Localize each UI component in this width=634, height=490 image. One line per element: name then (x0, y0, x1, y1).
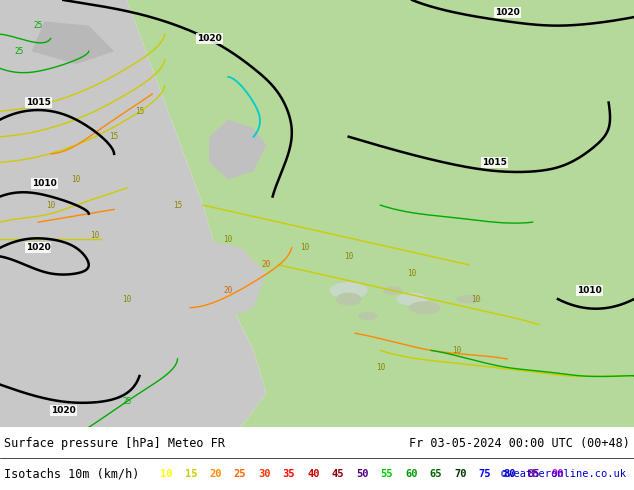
Text: ©weatheronline.co.uk: ©weatheronline.co.uk (501, 469, 626, 479)
Text: 10: 10 (300, 244, 309, 252)
Text: 15: 15 (184, 469, 197, 479)
Text: 10: 10 (46, 200, 55, 210)
Text: 1020: 1020 (25, 244, 51, 252)
Text: 10: 10 (408, 269, 417, 278)
Ellipse shape (384, 286, 403, 295)
Ellipse shape (409, 301, 441, 314)
Text: 20: 20 (262, 260, 271, 270)
Text: 55: 55 (380, 469, 393, 479)
Text: Isotachs 10m (km/h): Isotachs 10m (km/h) (4, 467, 139, 481)
Text: 1010: 1010 (577, 286, 602, 295)
Text: 10: 10 (344, 252, 353, 261)
Text: 80: 80 (503, 469, 515, 479)
Text: 20: 20 (224, 286, 233, 295)
Polygon shape (32, 22, 114, 64)
Ellipse shape (330, 282, 368, 299)
Text: Fr 03-05-2024 00:00 UTC (00+48): Fr 03-05-2024 00:00 UTC (00+48) (409, 437, 630, 450)
Text: 90: 90 (552, 469, 564, 479)
Text: 1020: 1020 (197, 34, 222, 43)
Text: 25: 25 (233, 469, 246, 479)
Text: 10: 10 (122, 294, 131, 304)
Text: Surface pressure [hPa] Meteo FR: Surface pressure [hPa] Meteo FR (4, 437, 225, 450)
Text: 65: 65 (429, 469, 442, 479)
Text: 25: 25 (15, 47, 23, 56)
Text: 1020: 1020 (495, 8, 520, 17)
Ellipse shape (358, 312, 377, 320)
Text: 35: 35 (283, 469, 295, 479)
Ellipse shape (396, 293, 428, 305)
Text: 25: 25 (34, 21, 42, 30)
Polygon shape (127, 0, 634, 427)
Text: 10: 10 (376, 363, 385, 372)
Text: 15: 15 (173, 200, 182, 210)
Text: 1020: 1020 (51, 406, 76, 415)
Text: 85: 85 (527, 469, 540, 479)
Ellipse shape (336, 293, 361, 305)
Text: 15: 15 (135, 107, 144, 116)
Text: 25: 25 (122, 397, 131, 406)
Text: 15: 15 (110, 132, 119, 141)
Polygon shape (209, 120, 266, 179)
Text: 10: 10 (224, 235, 233, 244)
Text: 1015: 1015 (482, 158, 507, 167)
Text: 1015: 1015 (25, 98, 51, 107)
Text: 75: 75 (479, 469, 491, 479)
Text: 50: 50 (356, 469, 368, 479)
Text: 10: 10 (91, 230, 100, 240)
Text: 10: 10 (72, 175, 81, 184)
Ellipse shape (456, 295, 482, 303)
Text: 10: 10 (452, 346, 461, 355)
Text: 20: 20 (209, 469, 221, 479)
Polygon shape (0, 0, 266, 427)
Text: 60: 60 (405, 469, 418, 479)
Polygon shape (165, 239, 266, 320)
Text: 45: 45 (332, 469, 344, 479)
Text: 1010: 1010 (32, 179, 57, 188)
Text: 10: 10 (160, 469, 172, 479)
Text: 10: 10 (471, 294, 480, 304)
Text: 70: 70 (454, 469, 467, 479)
Text: 30: 30 (258, 469, 271, 479)
Text: 40: 40 (307, 469, 320, 479)
